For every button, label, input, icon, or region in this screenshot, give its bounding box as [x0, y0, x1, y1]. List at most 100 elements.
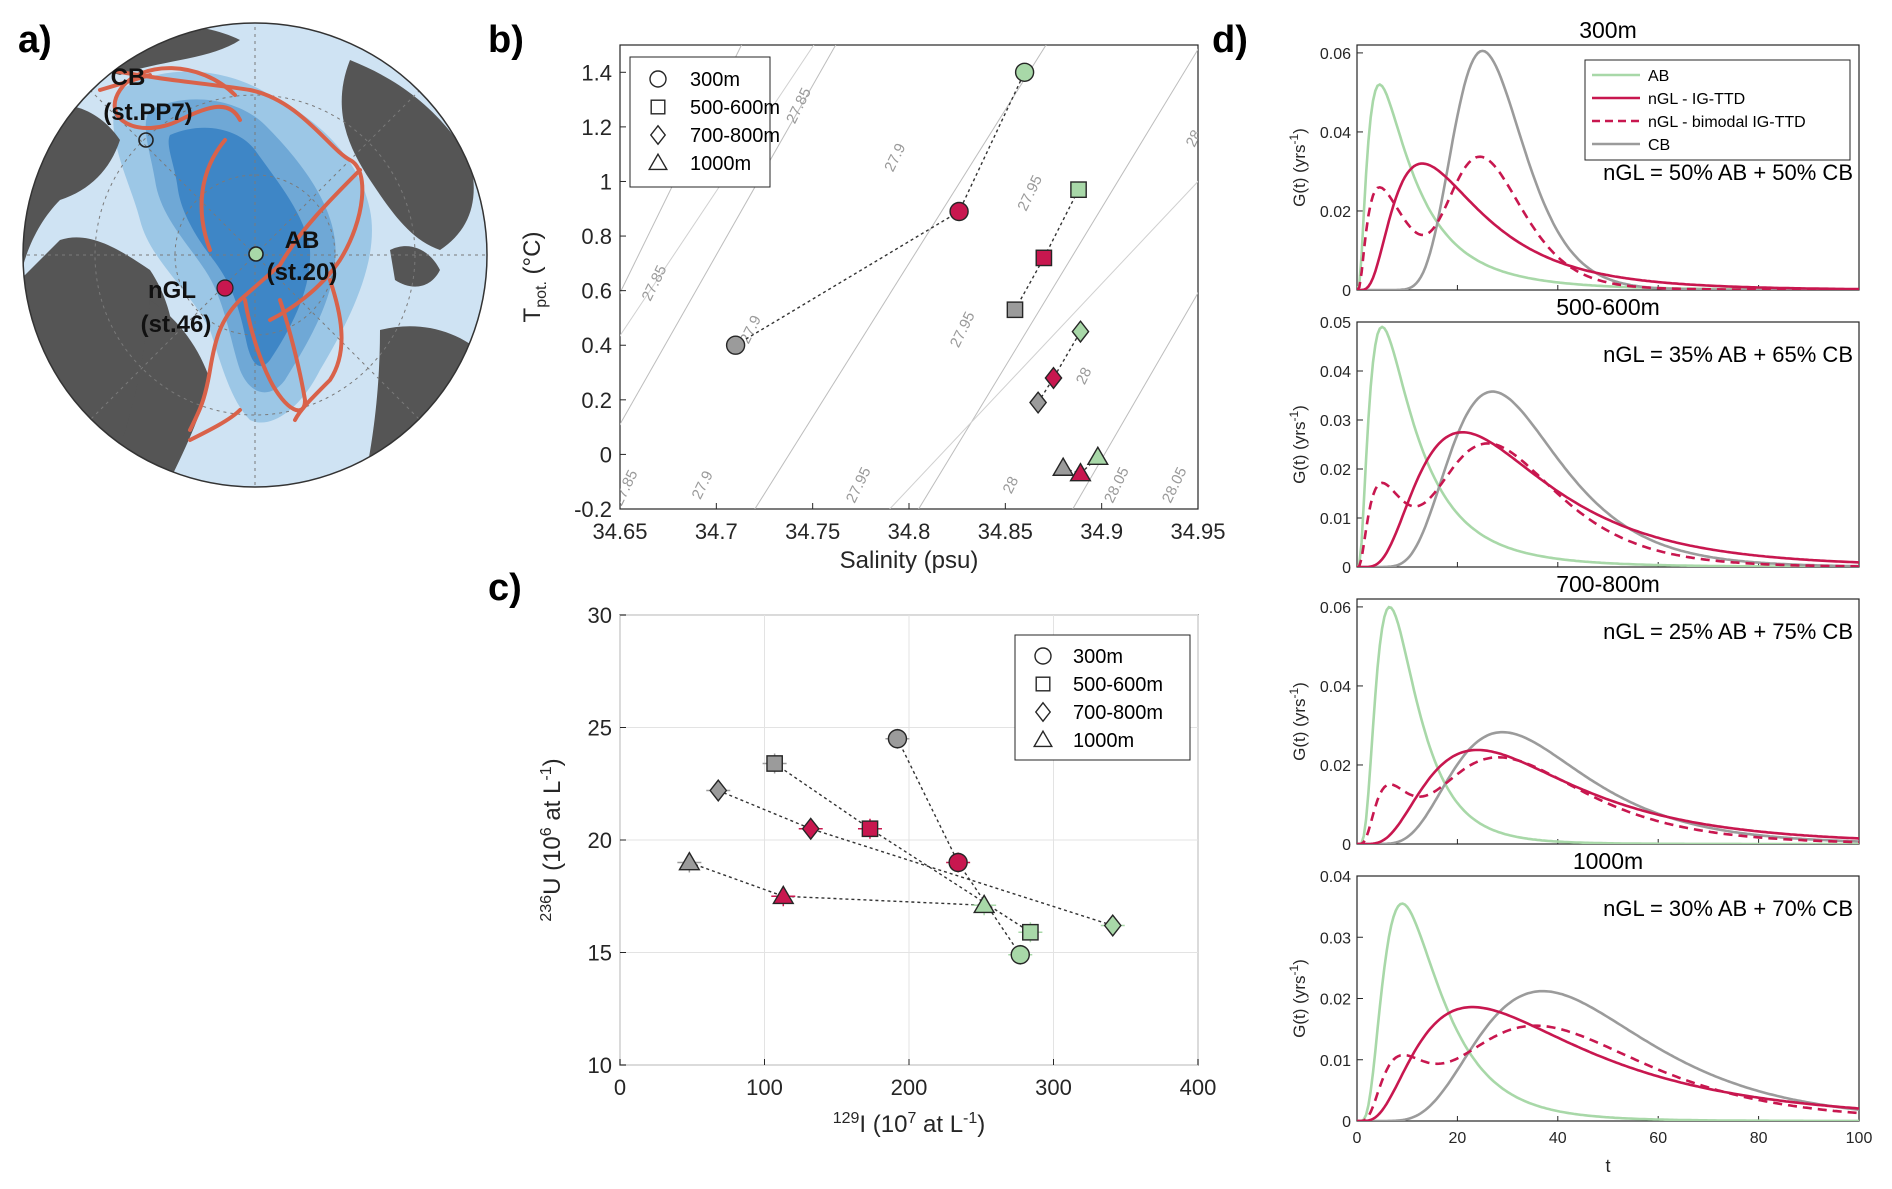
ttd-ytick-label: 0.04: [1320, 125, 1351, 142]
land-islands: [390, 246, 440, 287]
isotope-xtick-label: 0: [614, 1075, 626, 1100]
map-label-ngl: nGL: [148, 277, 196, 304]
density-contour-line: [918, 48, 1198, 509]
ttd-curve-cb: [1357, 730, 1859, 844]
isotope-ylabel-close: ): [539, 758, 566, 766]
ts-legend-marker-circle: [649, 70, 667, 88]
ttd-ytick-label: 0.04: [1320, 869, 1351, 886]
ttd-ytick-label: 0.03: [1320, 930, 1351, 947]
ttd-ylabel-main: G(t) (yrs: [1290, 422, 1309, 484]
isotope-point-diamond-ab: [1103, 914, 1122, 937]
ttd-legend-label: CB: [1648, 137, 1670, 154]
isotope-point-triangle-cb: [678, 851, 701, 871]
isotope-ylabel-sup3: -1: [538, 766, 555, 780]
ttd-curve-ngl: [1357, 748, 1859, 844]
ttd-ytick-label: 0.01: [1320, 1053, 1351, 1070]
ts-legend-label: 500-600m: [690, 97, 780, 119]
ttd-ytick-label: 0.04: [1320, 679, 1351, 696]
isotope-point-square-ab: [1022, 923, 1039, 941]
barents-loop-arrow: [243, 298, 308, 413]
ts-ylabel-unit: (°C): [519, 232, 546, 282]
ttd-curve-ngl-bimodal: [1357, 1024, 1859, 1121]
ttd-ytick-label: 0: [1342, 1114, 1351, 1131]
isotope-legend-label: 1000m: [1073, 730, 1134, 752]
east-greenland-arrow: [188, 408, 242, 442]
station-cb-marker: [138, 132, 154, 148]
isotope-legend-label: 500-600m: [1073, 674, 1163, 696]
isotope-diagram: 0 100 200 300 400 10 15 20 25 30 300m 500-600m 700-…: [538, 603, 1216, 1138]
isotope-point-triangle-ab: [973, 893, 996, 914]
ts-ytick-label: 1.4: [581, 60, 612, 85]
ttd-ytick-label: 0: [1342, 283, 1351, 300]
ttd-ylabel-close: ): [1290, 682, 1309, 688]
isotope-xlabel-sup: 129: [833, 1110, 860, 1127]
ttd-curve-ngl: [1357, 162, 1859, 290]
panel-label-a: a): [18, 19, 52, 61]
density-contour-label: 28: [1000, 474, 1023, 496]
ts-xtick-label: 34.8: [888, 519, 931, 544]
ts-axis-ticks: 34.65 34.7 34.75 34.8 34.85 34.9 34.95 -0.2 0 0.2…: [574, 60, 1225, 544]
map-label-ab-station: (st.20): [267, 259, 338, 286]
isotope-ytick-label: 10: [588, 1053, 612, 1078]
ttd-curve-cb: [1357, 390, 1859, 567]
panel-label-c: c): [488, 567, 522, 609]
ttd-title: 1000m: [1573, 848, 1643, 874]
ts-legend-marker-square: [650, 99, 666, 115]
ttd-xtick-label: 80: [1750, 1130, 1768, 1147]
isotope-ytick-label: 20: [588, 828, 612, 853]
ttd-ytick-label: 0.02: [1320, 462, 1351, 479]
ts-legend-label: 300m: [690, 69, 740, 91]
ts-xlabel: Salinity (psu): [840, 547, 979, 574]
ttd-mix-annotation: nGL = 30% AB + 70% CB: [1603, 896, 1853, 921]
transpolar-arrow: [108, 68, 365, 322]
density-contour-line: [1072, 292, 1198, 509]
isotope-xtick-label: 300: [1035, 1075, 1072, 1100]
isotope-legend-marker-square: [1035, 676, 1051, 692]
ts-ylabel-sub: pot.: [533, 281, 550, 308]
isotope-xlabel-rest: I (10: [859, 1111, 907, 1138]
isotope-xtick-label: 100: [746, 1075, 783, 1100]
ttd-xtick-label: 40: [1549, 1130, 1567, 1147]
ttd-legend-label: nGL - IG-TTD: [1648, 91, 1745, 108]
ttd-subplot-1000m: 1000m 0 0.01 0.02 0.03 0.04 0 20 40 60 80 100 nGL = …: [1287, 848, 1872, 1147]
ts-ytick-label: 1.2: [581, 115, 612, 140]
ts-diagram: 27.8527.8527.8527.927.927.927.9527.9527.…: [519, 44, 1226, 574]
ttd-ytick-label: 0.02: [1320, 204, 1351, 221]
isotope-markers: [677, 728, 1125, 965]
atlantic-inflow-arrow: [293, 278, 344, 422]
ttd-ylabel-close: ): [1290, 128, 1309, 134]
ts-legend-marker-diamond: [649, 124, 667, 146]
ts-xtick-label: 34.95: [1170, 519, 1225, 544]
density-contour-line-faint: [889, 180, 1198, 509]
ab-arrow: [238, 168, 362, 302]
cb-outflow-arrow: [98, 73, 152, 92]
ts-markers: [725, 62, 1109, 482]
ttd-ytick-label: 0.02: [1320, 992, 1351, 1009]
isotope-ylabel: 236U (106 at L-1): [538, 758, 566, 921]
ts-ytick-label: 0: [600, 442, 612, 467]
isotope-ylabel-end: at L: [539, 781, 566, 828]
ts-legend-marker-triangle: [647, 152, 669, 171]
ttd-ylabel-sup: -1: [1287, 965, 1301, 976]
isotope-legend-marker-circle: [1034, 647, 1052, 665]
ts-xtick-label: 34.65: [592, 519, 647, 544]
ttd-ylabel-main: G(t) (yrs: [1290, 976, 1309, 1038]
isotope-point-square-ngl: [861, 820, 879, 838]
ttd-ylabel-main: G(t) (yrs: [1290, 699, 1309, 761]
isotope-ylabel-rest: U (10: [539, 836, 566, 895]
isotope-xlabel-sup2: 7: [907, 1110, 916, 1127]
isotope-ytick-label: 15: [588, 941, 612, 966]
ts-point-square-cb: [1006, 301, 1024, 319]
ttd-ylabel: G(t) (yrs-1): [1287, 682, 1309, 761]
map-label-cb-station: (st.PP7): [103, 99, 192, 126]
ttd-plot-area: [1356, 875, 1860, 1122]
ttd-curve-ngl-bimodal: [1357, 755, 1859, 844]
ttd-ylabel-close: ): [1290, 959, 1309, 965]
ts-ytick-label: 0.2: [581, 388, 612, 413]
ts-ytick-label: 1: [600, 169, 612, 194]
ttd-title: 500-600m: [1556, 294, 1660, 320]
ts-ytick-label: -0.2: [574, 497, 612, 522]
ttd-ylabel-sup: -1: [1287, 411, 1301, 422]
ttd-curve-ngl: [1357, 430, 1859, 567]
